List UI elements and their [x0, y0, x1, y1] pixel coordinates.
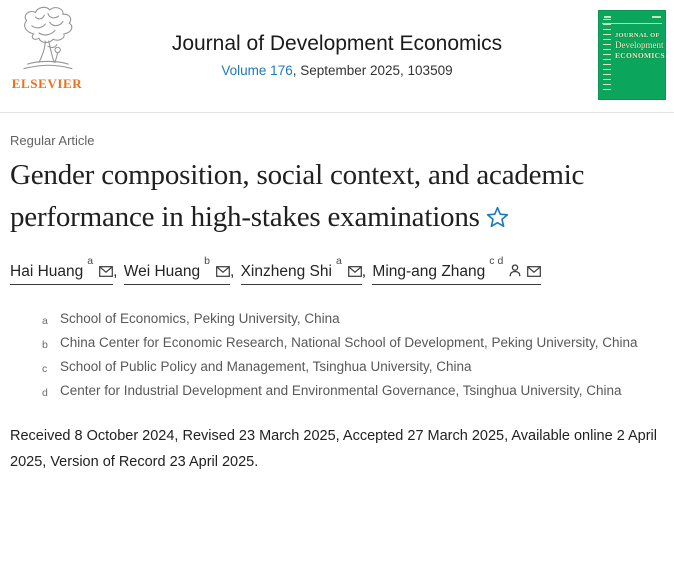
- issue-meta-text: , September 2025, 103509: [292, 63, 453, 78]
- cover-title-line2: Development: [615, 39, 664, 50]
- person-icon[interactable]: [509, 264, 521, 277]
- affiliation-sup: a: [42, 315, 48, 328]
- author-link[interactable]: Hai Huanga: [10, 255, 114, 286]
- cover-spine-ticks: [603, 19, 611, 94]
- issue-line: Volume 176, September 2025, 103509: [90, 63, 584, 78]
- article-header-page: ELSEVIER Journal of Development Economic…: [0, 0, 674, 475]
- author-item: Xinzheng Shia,: [240, 255, 373, 286]
- affiliation-item: b China Center for Economic Research, Nat…: [42, 331, 652, 355]
- author-list: Hai Huanga, Wei Huangb, Xinzheng Shia, M…: [10, 255, 664, 286]
- author-link[interactable]: Xinzheng Shia: [240, 255, 362, 286]
- affiliation-list: a School of Economics, Peking University,…: [10, 307, 664, 403]
- affiliation-text: School of Economics, Peking University, …: [60, 311, 340, 327]
- masthead-center: Journal of Development Economics Volume …: [90, 32, 584, 78]
- affiliation-sup: b: [42, 339, 48, 352]
- affiliation-text: Center for Industrial Development and En…: [60, 383, 622, 399]
- affiliation-sup: d: [42, 387, 48, 400]
- article-title-text: Gender composition, social context, and …: [10, 159, 585, 233]
- elsevier-logo[interactable]: ELSEVIER: [10, 5, 84, 92]
- affiliation-item: a School of Economics, Peking University,…: [42, 307, 652, 331]
- cover-top-rule: [602, 16, 662, 24]
- author-name: Hai Huang: [10, 263, 84, 281]
- star-icon[interactable]: [486, 206, 509, 228]
- elsevier-tree-icon: [23, 6, 73, 70]
- envelope-icon[interactable]: [347, 266, 362, 278]
- author-affiliation-sup: a: [87, 255, 94, 267]
- author-name: Wei Huang: [123, 263, 201, 281]
- author-name: Xinzheng Shi: [240, 263, 332, 281]
- author-affiliation-sup: c d: [489, 255, 504, 267]
- author-link[interactable]: Ming-ang Zhangc d: [372, 255, 542, 286]
- author-item: Hai Huanga,: [10, 255, 124, 286]
- affiliation-item: c School of Public Policy and Management,…: [42, 355, 652, 379]
- author-affiliation-sup: b: [204, 255, 210, 267]
- affiliation-text: School of Public Policy and Management, …: [60, 359, 472, 375]
- author-separator: ,: [361, 263, 371, 281]
- article-type-label: Regular Article: [10, 133, 95, 148]
- author-affiliation-sup: a: [335, 255, 342, 267]
- affiliation-sup: c: [42, 363, 48, 376]
- volume-link[interactable]: Volume 176: [221, 63, 293, 78]
- article-head-main: Regular Article Gender composition, soci…: [0, 133, 674, 475]
- author-item: Wei Huangb,: [123, 255, 241, 286]
- author-name: Ming-ang Zhang: [372, 263, 486, 281]
- author-item: Ming-ang Zhangc d: [372, 255, 542, 286]
- envelope-icon[interactable]: [99, 266, 113, 278]
- author-link[interactable]: Wei Huangb: [123, 255, 230, 286]
- elsevier-wordmark: ELSEVIER: [11, 76, 83, 91]
- author-separator: ,: [229, 263, 239, 281]
- cover-title-line3: ECONOMICS: [615, 50, 665, 60]
- affiliation-text: China Center for Economic Research, Nati…: [60, 335, 638, 351]
- cover-title-line1: JOURNAL OF: [615, 32, 660, 39]
- article-title: Gender composition, social context, and …: [10, 154, 610, 238]
- article-history: Received 8 October 2024, Revised 23 Marc…: [10, 428, 657, 471]
- journal-title-link[interactable]: Journal of Development Economics: [171, 32, 503, 55]
- cover-title-block: JOURNAL OF Development ECONOMICS: [615, 32, 665, 60]
- journal-cover-thumbnail[interactable]: JOURNAL OF Development ECONOMICS: [598, 10, 666, 100]
- envelope-icon[interactable]: [216, 266, 230, 278]
- journal-masthead: ELSEVIER Journal of Development Economic…: [0, 0, 674, 113]
- author-separator: ,: [113, 263, 122, 281]
- envelope-icon[interactable]: [527, 266, 542, 278]
- affiliation-item: d Center for Industrial Development and E…: [42, 379, 652, 403]
